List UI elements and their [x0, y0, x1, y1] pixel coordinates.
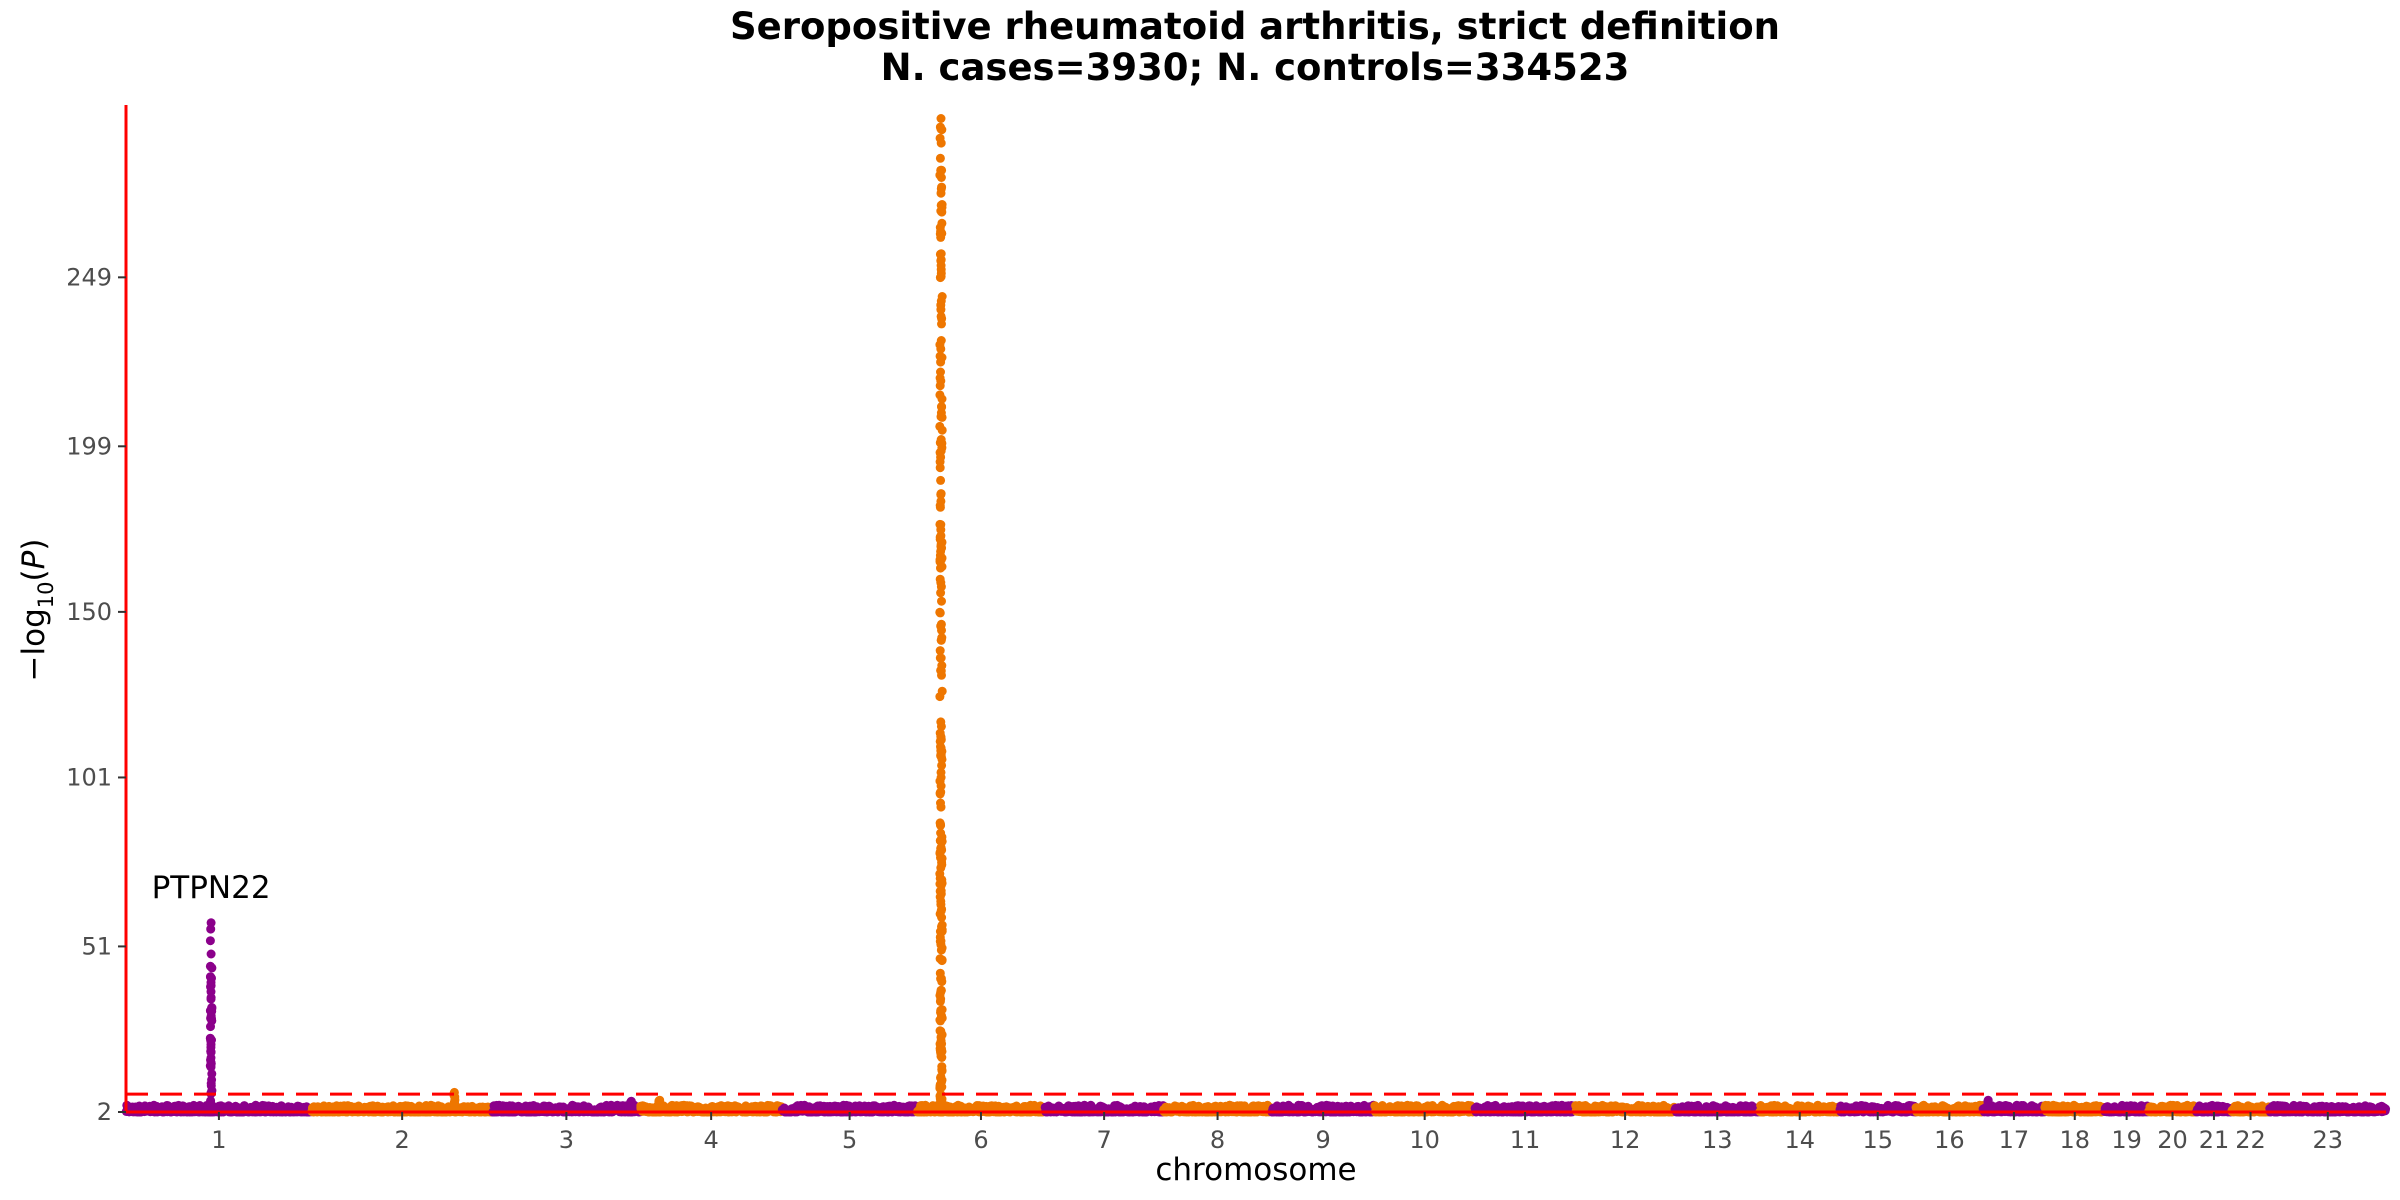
data-point — [207, 963, 217, 973]
data-point — [206, 1096, 216, 1106]
peak-chr4-points — [654, 1095, 665, 1117]
data-point — [206, 1022, 215, 1032]
peak-top-point — [626, 1096, 636, 1106]
data-point — [207, 1069, 217, 1079]
peak-chr1-points — [205, 918, 217, 1116]
data-point — [206, 978, 216, 987]
data-point — [206, 1013, 216, 1023]
data-point — [207, 1006, 217, 1016]
data-point — [206, 1053, 216, 1063]
data-point — [936, 475, 946, 485]
chromosome-15-points — [1835, 1100, 1921, 1117]
data-point — [206, 1061, 216, 1071]
data-point — [207, 1035, 216, 1045]
chart-title: Seropositive rheumatoid arthritis, stric… — [730, 5, 1780, 48]
chart-title-block: Seropositive rheumatoid arthritis, stric… — [0, 6, 2400, 88]
peak-top-point — [655, 1095, 665, 1105]
chromosome-13-points — [1670, 1100, 1764, 1117]
chart-subtitle: N. cases=3930; N. controls=334523 — [880, 46, 1630, 89]
data-point — [206, 1079, 216, 1088]
data-point — [206, 994, 216, 1004]
data-points — [121, 114, 2391, 1117]
peak-chr6-points — [935, 114, 947, 1117]
data-point — [206, 949, 216, 959]
peak-top-point — [206, 918, 216, 928]
data-point — [205, 936, 215, 946]
